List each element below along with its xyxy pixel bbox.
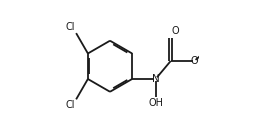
Text: OH: OH bbox=[148, 98, 163, 108]
Text: N: N bbox=[152, 74, 159, 84]
Text: Cl: Cl bbox=[65, 22, 75, 32]
Text: O: O bbox=[190, 56, 198, 66]
Text: O: O bbox=[172, 26, 179, 36]
Text: Cl: Cl bbox=[65, 100, 75, 110]
